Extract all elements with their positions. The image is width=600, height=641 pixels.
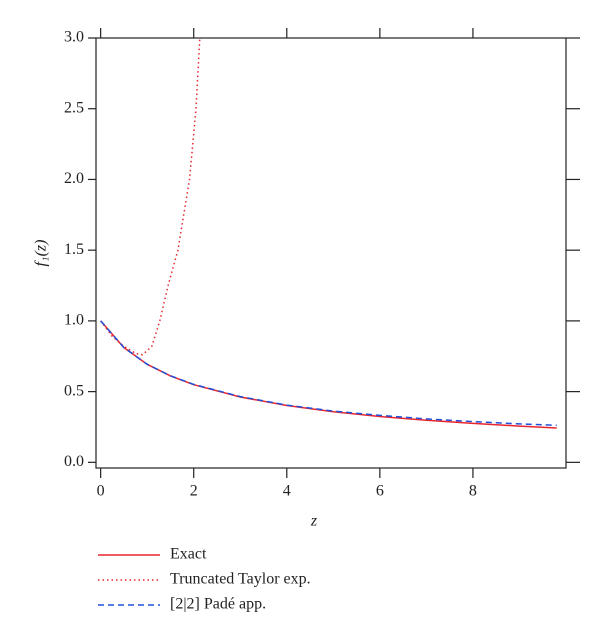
y-tick-label: 2.0 — [64, 170, 84, 187]
x-tick-label: 4 — [283, 483, 291, 500]
legend-label: Exact — [170, 546, 207, 563]
plot-frame — [95, 37, 567, 469]
y-tick-label: 1.0 — [64, 312, 84, 329]
legend-label: [2|2] Padé app. — [170, 596, 266, 613]
x-tick-label: 0 — [97, 483, 105, 500]
y-axis-label: f₁(z) — [33, 240, 50, 267]
x-tick-label: 8 — [469, 483, 477, 500]
y-tick-label: 2.5 — [64, 99, 84, 116]
x-tick-label: 2 — [190, 483, 198, 500]
y-tick-label: 0.0 — [64, 453, 84, 470]
y-tick-label: 3.0 — [64, 29, 84, 46]
legend-label: Truncated Taylor exp. — [170, 571, 311, 588]
x-axis-label: z — [310, 513, 318, 530]
y-tick-label: 0.5 — [64, 382, 84, 399]
series-line — [100, 320, 557, 427]
series-line — [100, 320, 557, 429]
y-tick-label: 1.5 — [64, 241, 84, 258]
series-line — [100, 37, 201, 356]
x-tick-label: 6 — [376, 483, 384, 500]
